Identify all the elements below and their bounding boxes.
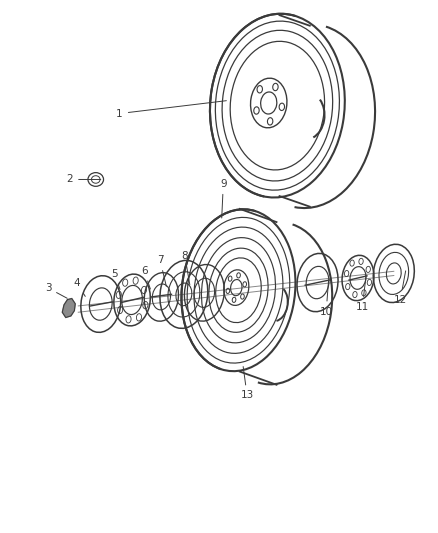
Polygon shape xyxy=(62,298,75,318)
Text: 4: 4 xyxy=(74,278,85,296)
Text: 6: 6 xyxy=(141,265,150,289)
Text: 3: 3 xyxy=(45,283,67,298)
Text: 7: 7 xyxy=(157,255,166,286)
Text: 13: 13 xyxy=(240,367,254,400)
Text: 5: 5 xyxy=(112,269,120,289)
Text: 12: 12 xyxy=(394,271,407,305)
Text: 11: 11 xyxy=(356,276,369,312)
Text: 8: 8 xyxy=(182,251,190,285)
Text: 1: 1 xyxy=(116,101,226,118)
Text: 10: 10 xyxy=(320,280,333,317)
Text: 2: 2 xyxy=(67,174,101,184)
Text: 9: 9 xyxy=(220,179,226,218)
